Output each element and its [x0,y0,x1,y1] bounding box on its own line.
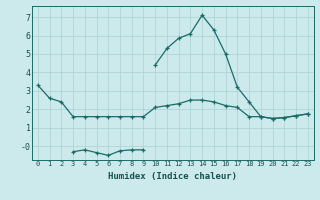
X-axis label: Humidex (Indice chaleur): Humidex (Indice chaleur) [108,172,237,181]
